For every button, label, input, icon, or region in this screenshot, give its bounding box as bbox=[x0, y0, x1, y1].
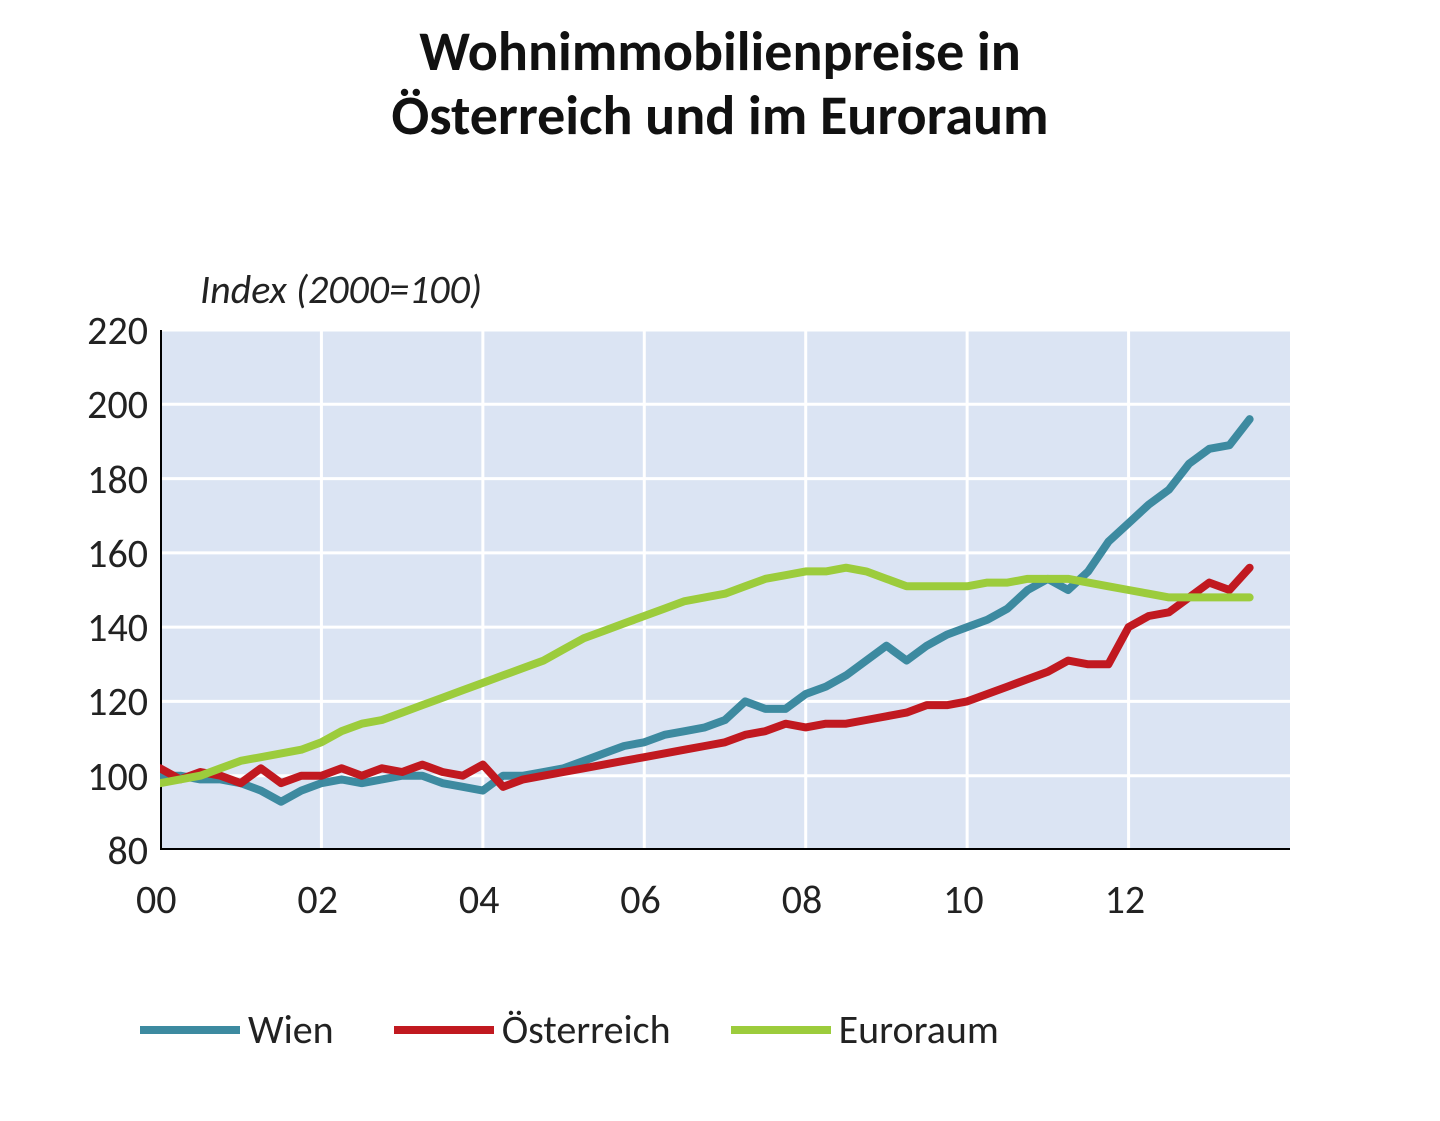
plot-area bbox=[160, 330, 1290, 850]
y-tick-label: 100 bbox=[87, 752, 148, 801]
x-tick-label: 04 bbox=[459, 875, 500, 924]
legend-swatch bbox=[394, 1026, 494, 1034]
y-tick-label: 200 bbox=[87, 380, 148, 429]
legend-label: Euroraum bbox=[839, 1005, 999, 1054]
x-tick-label: 12 bbox=[1105, 875, 1146, 924]
chart-title-line2: Österreich und im Euroraum bbox=[391, 82, 1048, 150]
legend-label: Wien bbox=[248, 1005, 334, 1054]
x-tick-label: 00 bbox=[136, 875, 177, 924]
legend-swatch bbox=[731, 1026, 831, 1034]
y-tick-label: 180 bbox=[87, 455, 148, 504]
chart-subtitle: Index (2000=100) bbox=[200, 265, 482, 314]
legend-item: Österreich bbox=[394, 1005, 671, 1054]
legend-item: Euroraum bbox=[731, 1005, 999, 1054]
legend-item: Wien bbox=[140, 1005, 334, 1054]
plot-svg bbox=[160, 330, 1290, 850]
legend: Wien Österreich Euroraum bbox=[140, 1005, 999, 1054]
chart-container: Wohnimmobilienpreise in Österreich und i… bbox=[0, 0, 1440, 1121]
x-tick-label: 06 bbox=[620, 875, 661, 924]
y-tick-label: 120 bbox=[87, 677, 148, 726]
x-tick-label: 10 bbox=[943, 875, 984, 924]
x-tick-label: 02 bbox=[297, 875, 338, 924]
legend-swatch bbox=[140, 1026, 240, 1034]
x-tick-label: 08 bbox=[782, 875, 823, 924]
legend-label: Österreich bbox=[502, 1005, 671, 1054]
y-tick-label: 80 bbox=[107, 826, 148, 875]
chart-title: Wohnimmobilienpreise in Österreich und i… bbox=[0, 20, 1440, 149]
y-tick-label: 220 bbox=[87, 306, 148, 355]
y-tick-label: 140 bbox=[87, 603, 148, 652]
y-tick-label: 160 bbox=[87, 529, 148, 578]
chart-title-line1: Wohnimmobilienpreise in bbox=[419, 18, 1021, 86]
